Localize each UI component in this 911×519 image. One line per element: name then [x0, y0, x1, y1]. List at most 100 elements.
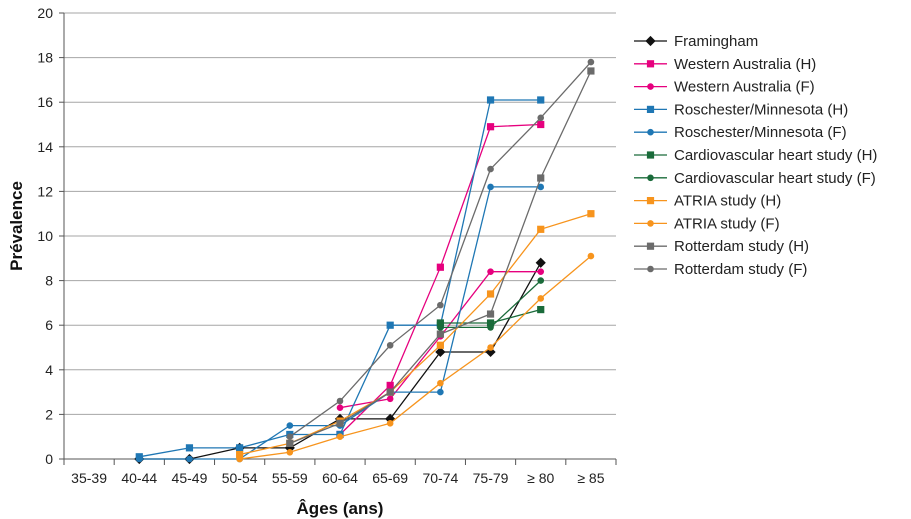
data-point: [436, 263, 444, 271]
data-point: [487, 165, 494, 173]
x-tick-label: 65-69: [372, 470, 408, 486]
data-point: [587, 58, 595, 66]
legend-label: Rotterdam study (F): [674, 261, 807, 278]
data-point: [537, 268, 545, 275]
data-point: [336, 433, 344, 441]
data-point: [486, 96, 495, 104]
data-point: [587, 67, 595, 75]
data-point: [587, 252, 595, 260]
data-point: [386, 395, 394, 403]
data-point: [286, 433, 294, 441]
data-point: [486, 290, 495, 298]
legend-swatch-marker: [647, 265, 654, 273]
data-point: [486, 310, 495, 318]
x-tick-label: 60-64: [322, 470, 358, 486]
y-tick-label: 8: [45, 273, 53, 289]
x-tick-label: ≥ 85: [577, 470, 604, 486]
x-tick-label: ≥ 80: [527, 470, 554, 486]
y-tick-label: 14: [37, 139, 53, 155]
data-point: [386, 321, 394, 329]
legend-swatch-marker: [647, 128, 654, 136]
data-point: [286, 449, 294, 456]
data-point: [186, 455, 193, 463]
data-point: [336, 404, 344, 412]
y-tick-label: 0: [45, 451, 53, 467]
y-tick-label: 16: [37, 94, 53, 110]
series-line: [139, 262, 542, 460]
series-line: [339, 271, 541, 409]
data-point: [487, 268, 494, 275]
data-point: [386, 341, 394, 349]
x-tick-label: 55-59: [272, 470, 308, 486]
data-point: [436, 330, 444, 338]
legend-swatch-marker: [646, 242, 655, 250]
x-axis: 35-39 40-44 45-49 50-54 55-59 60-64 65-69 70-74…: [63, 458, 617, 486]
data-point: [537, 305, 545, 314]
series-line: [289, 70, 592, 445]
series-9: [286, 67, 595, 447]
legend-label: Rotterdam study (H): [674, 238, 809, 255]
series-line: [239, 213, 592, 456]
x-tick-label: 75-79: [473, 470, 509, 486]
legend-swatch-marker: [646, 151, 655, 159]
data-point: [537, 295, 545, 302]
data-point: [487, 344, 494, 351]
legend-swatch-marker: [646, 60, 655, 68]
x-tick-label: 40-44: [121, 470, 157, 486]
series-10: [286, 58, 595, 441]
data-point: [487, 183, 494, 191]
data-point: [537, 114, 545, 122]
data-point: [386, 381, 394, 390]
legend-item: ATRIA study (F): [634, 215, 780, 232]
legend-label: Framingham: [674, 33, 758, 50]
data-point: [487, 324, 494, 331]
data-point: [386, 388, 394, 396]
legend-item: Western Australia (F): [634, 79, 815, 96]
x-tick-label: 50-54: [222, 470, 258, 486]
data-point: [286, 422, 294, 429]
legend-label: Roschester/Minnesota (F): [674, 124, 847, 141]
data-point: [236, 444, 244, 452]
data-point: [437, 379, 444, 387]
data-point: [336, 397, 344, 405]
data-point: [386, 420, 394, 427]
data-point: [135, 455, 143, 463]
data-point: [537, 225, 545, 233]
data-point: [185, 444, 194, 452]
legend-swatch-marker: [645, 35, 656, 47]
legend-swatch-marker: [646, 197, 655, 205]
data-point: [537, 96, 545, 104]
legend-label: Western Australia (F): [674, 79, 815, 96]
legend-label: ATRIA study (H): [674, 193, 781, 210]
legend-item: Western Australia (H): [634, 56, 816, 73]
data-point: [236, 450, 244, 459]
legend-swatch-marker: [647, 83, 654, 90]
legend-item: Roschester/Minnesota (F): [634, 124, 847, 141]
data-point: [486, 123, 495, 131]
y-tick-label: 10: [37, 228, 53, 244]
gridlines: [59, 12, 616, 460]
legend-label: Western Australia (H): [674, 56, 816, 73]
series-7: [236, 210, 595, 459]
data-point: [486, 319, 495, 327]
data-point: [535, 257, 546, 268]
y-axis-tick-labels: 0 2 4 6 8 10 12 14 16 18 20: [37, 5, 53, 467]
y-tick-label: 18: [37, 50, 53, 66]
series-line: [239, 255, 592, 460]
data-point: [587, 210, 595, 218]
legend-label: Cardiovascular heart study (H): [674, 147, 877, 164]
y-axis-title: Prévalence: [7, 181, 26, 271]
legend-item: Cardiovascular heart study (F): [634, 170, 876, 187]
data-point: [485, 346, 496, 358]
data-point: [437, 324, 444, 331]
y-tick-label: 20: [37, 5, 53, 21]
data-point: [436, 341, 444, 349]
legend-label: Cardiovascular heart study (F): [674, 170, 876, 187]
x-tick-label: 45-49: [172, 470, 208, 486]
series-line: [339, 123, 541, 435]
y-tick-label: 12: [37, 183, 53, 199]
y-tick-label: 6: [45, 317, 53, 333]
legend-item: Cardiovascular heart study (H): [634, 147, 877, 164]
legend-swatch-marker: [646, 105, 655, 113]
